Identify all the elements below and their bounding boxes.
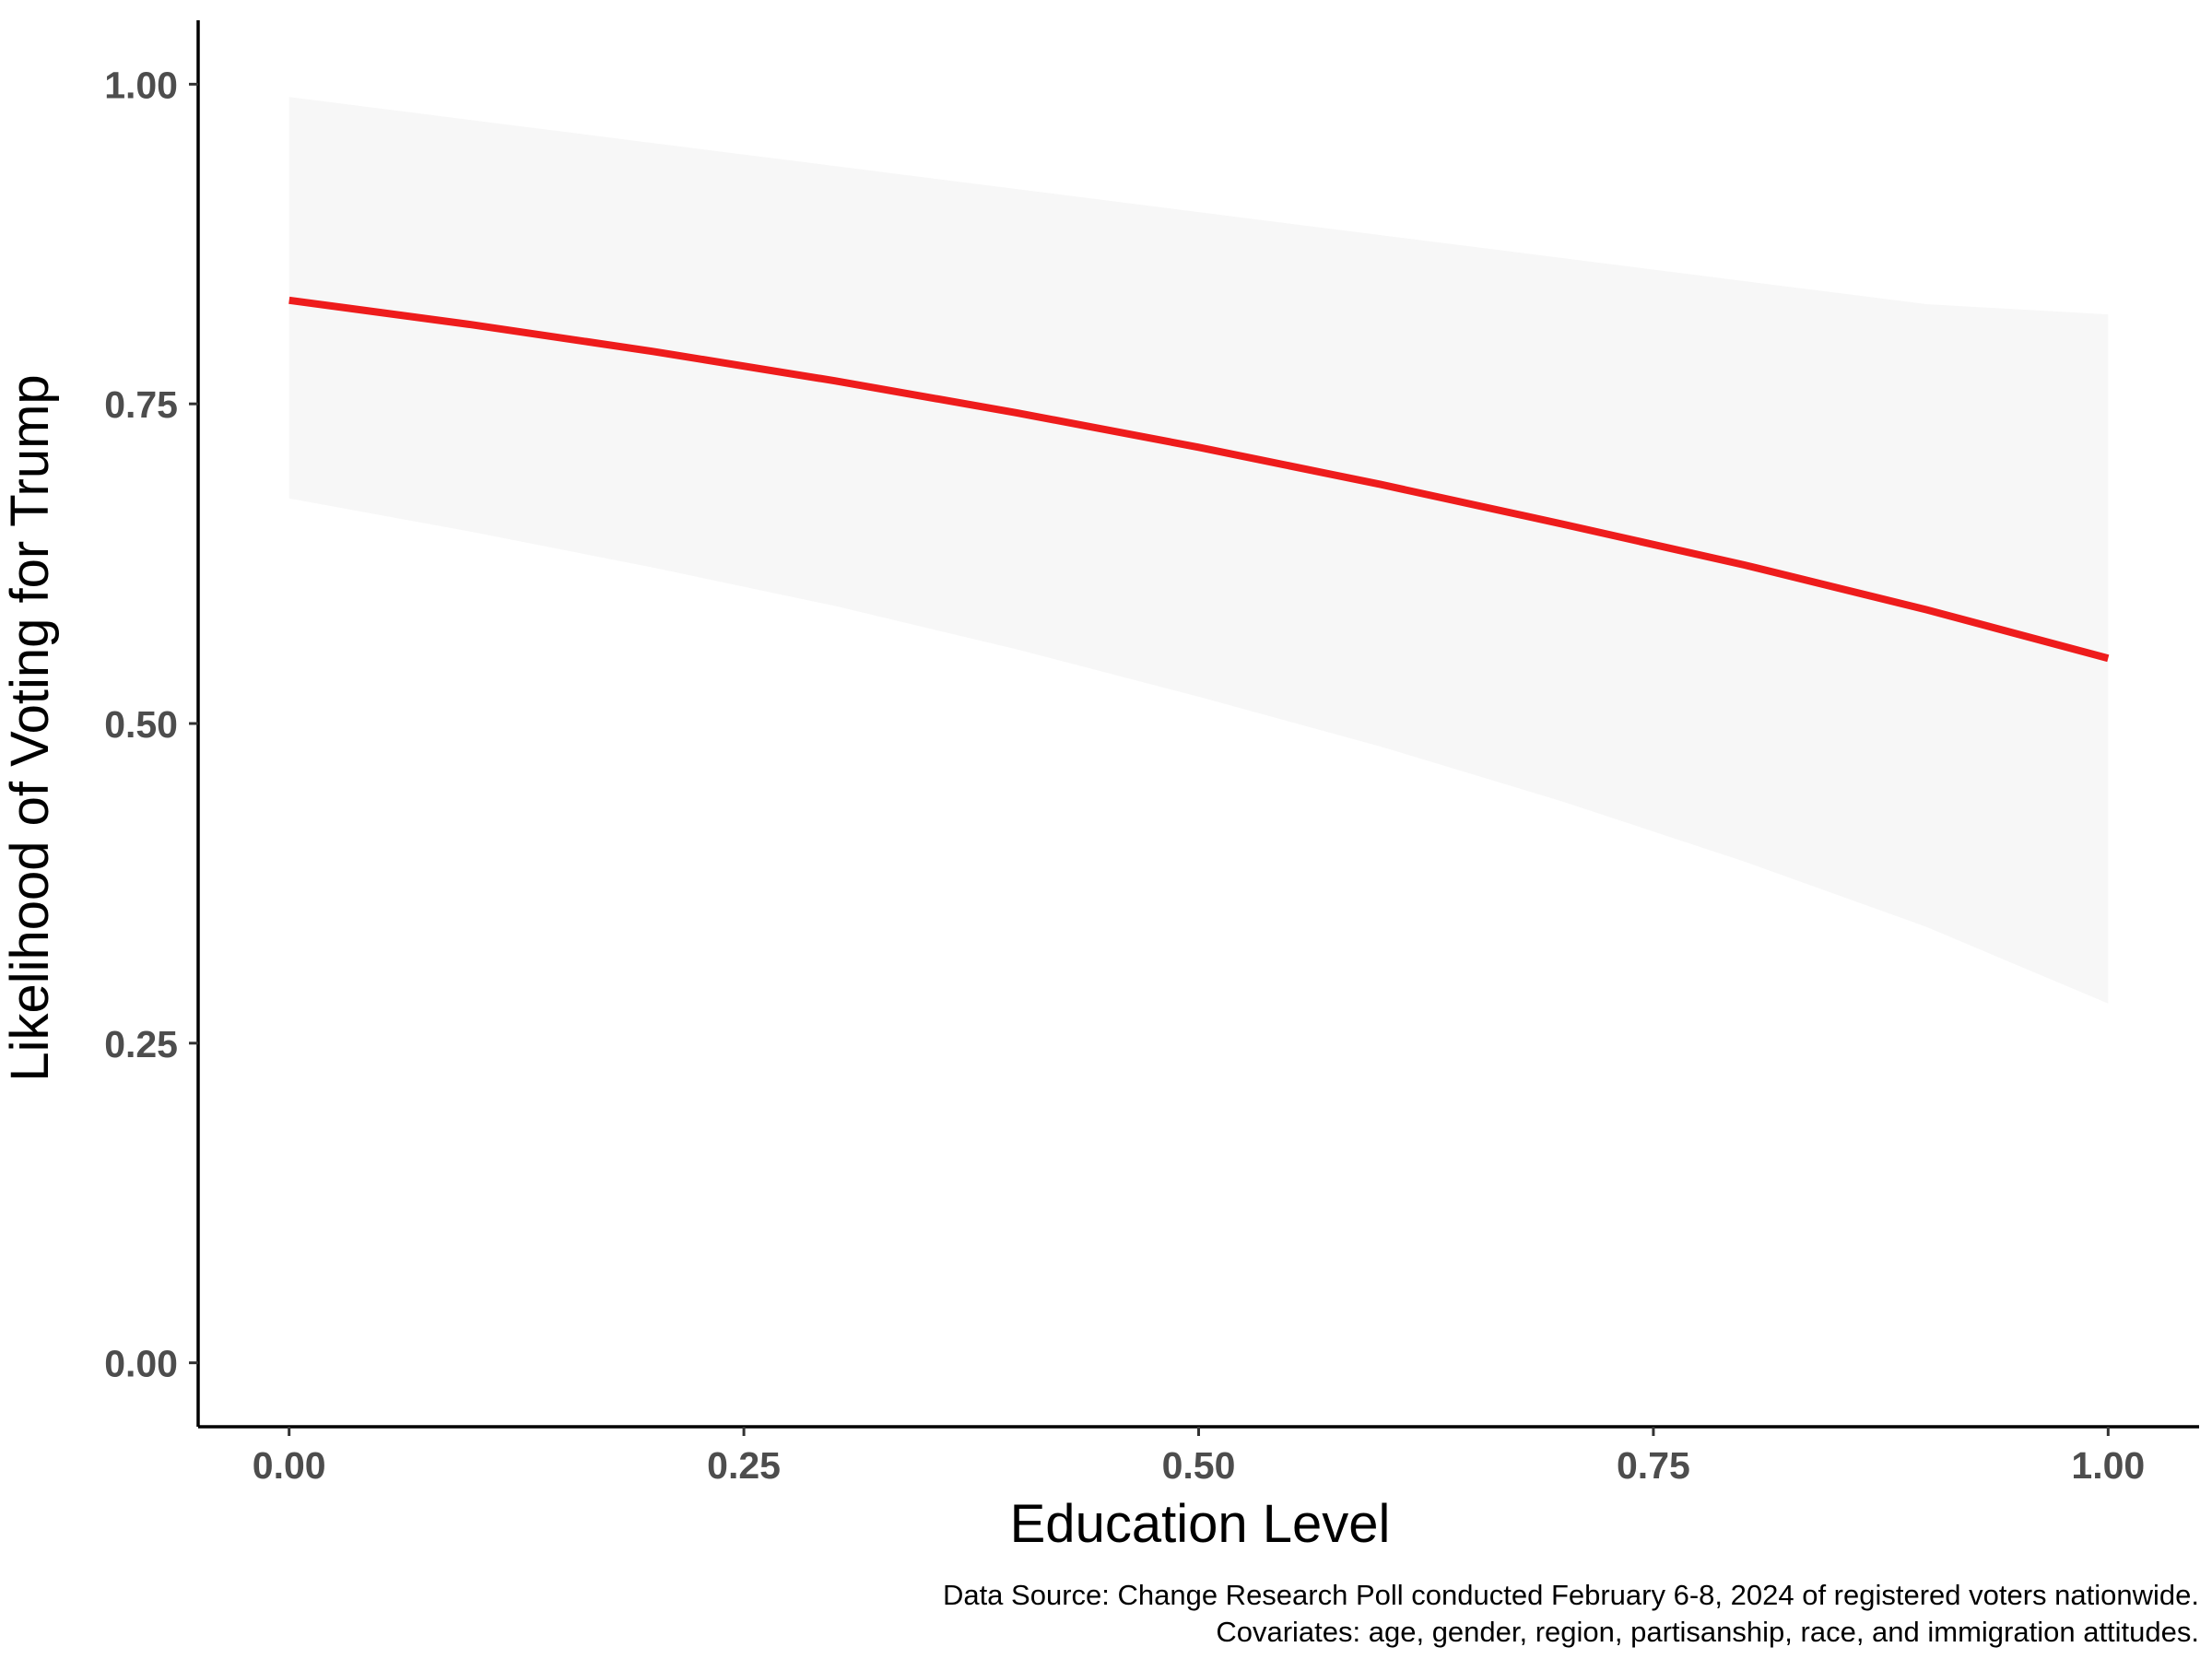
x-axis-ticks: 0.00 0.25 0.50 0.75 1.00 xyxy=(253,1427,2145,1487)
x-tick-label: 0.25 xyxy=(707,1444,781,1487)
trend-line xyxy=(288,296,2110,663)
y-axis-title: Likelihood of Voting for Trump xyxy=(0,374,60,1081)
caption-data-source: Data Source: Change Research Poll conduc… xyxy=(943,1579,2199,1611)
y-tick-label: 0.00 xyxy=(104,1343,178,1385)
x-tick-label: 1.00 xyxy=(2071,1444,2145,1487)
confidence-band xyxy=(288,97,2109,1004)
caption-covariates: Covariates: age, gender, region, partisa… xyxy=(1216,1616,2199,1648)
y-tick-label: 0.75 xyxy=(104,383,178,426)
plot-area xyxy=(288,97,2110,1004)
y-tick-label: 1.00 xyxy=(104,64,178,106)
y-tick-label: 0.25 xyxy=(104,1023,178,1065)
y-tick-label: 0.50 xyxy=(104,703,178,746)
x-tick-label: 0.75 xyxy=(1617,1444,1690,1487)
x-tick-label: 0.00 xyxy=(253,1444,326,1487)
x-tick-label: 0.50 xyxy=(1162,1444,1236,1487)
y-axis-ticks: 0.00 0.25 0.50 0.75 1.00 xyxy=(104,64,198,1385)
x-axis-title: Education Level xyxy=(1010,1494,1391,1554)
